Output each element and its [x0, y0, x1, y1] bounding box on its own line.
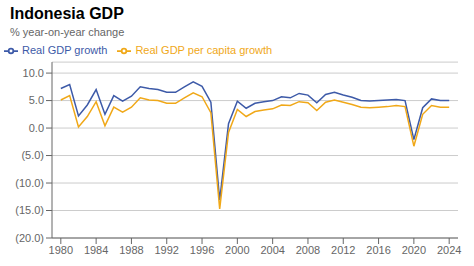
html-text:Real GDP growth: Real GDP growth [22, 44, 108, 56]
svg-text:0.0: 0.0 [29, 122, 44, 134]
svg-text:2016: 2016 [366, 244, 390, 256]
svg-text:(15.0): (15.0) [15, 204, 44, 216]
svg-text:2020: 2020 [402, 244, 426, 256]
svg-text:2000: 2000 [225, 244, 249, 256]
svg-text:1996: 1996 [190, 244, 214, 256]
svg-text:(20.0): (20.0) [15, 232, 44, 244]
svg-text:10.0: 10.0 [23, 67, 44, 79]
html-text:% year-on-year change: % year-on-year change [10, 26, 125, 38]
svg-text:2024: 2024 [437, 244, 461, 256]
html-text:Indonesia GDP: Indonesia GDP [10, 5, 124, 22]
svg-text:(5.0): (5.0) [21, 149, 44, 161]
svg-text:2004: 2004 [260, 244, 284, 256]
svg-text:1988: 1988 [119, 244, 143, 256]
svg-text:2008: 2008 [296, 244, 320, 256]
svg-text:1992: 1992 [154, 244, 178, 256]
html-text:Real GDP per capita growth: Real GDP per capita growth [135, 44, 273, 56]
svg-text:2012: 2012 [331, 244, 355, 256]
svg-text:(10.0): (10.0) [15, 177, 44, 189]
svg-text:5.0: 5.0 [29, 94, 44, 106]
svg-text:1984: 1984 [84, 244, 108, 256]
svg-text:1980: 1980 [49, 244, 73, 256]
